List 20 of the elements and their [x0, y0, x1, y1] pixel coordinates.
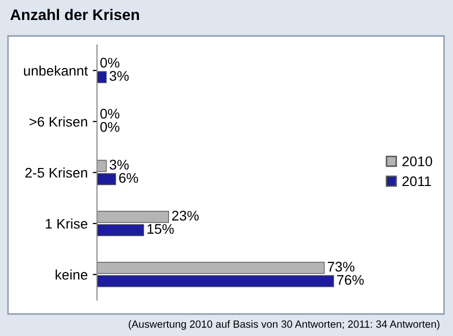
data-label: 73% [328, 262, 354, 272]
y-tick-label: >6 Krisen [30, 116, 88, 127]
data-label: 23% [172, 210, 199, 221]
legend-label: 2010 [402, 156, 432, 166]
data-label: 0% [100, 108, 120, 119]
text: (Auswertung 2010 auf Basis von 30 Antworten; 2011: 34 Antworten) [128, 320, 440, 330]
data-label: 6% [119, 173, 138, 183]
data-label: 3% [110, 160, 129, 170]
legend-label: 2011 [402, 176, 431, 186]
y-tick-label: 1 Krise [46, 218, 88, 229]
y-tick-label: keine [56, 269, 88, 280]
bar [97, 71, 107, 84]
data-label: 3% [110, 71, 129, 81]
chart-title: Anzahl der Krisen [10, 8, 139, 20]
y-tick-label: unbekannt [24, 65, 88, 76]
y-tick-label: 2-5 Krisen [25, 167, 88, 178]
data-label: 0% [100, 58, 120, 68]
data-label: 15% [148, 224, 174, 234]
data-label: 76% [337, 275, 364, 285]
data-label: 0% [100, 122, 120, 132]
